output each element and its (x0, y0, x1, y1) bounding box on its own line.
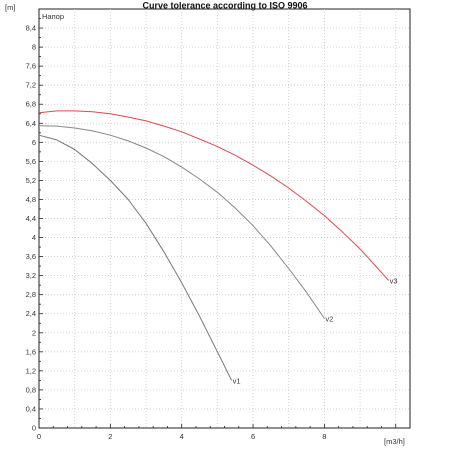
y-axis-label: Напор (42, 12, 64, 21)
y-tick-label: 0 (32, 424, 36, 433)
y-tick-label: 5,6 (26, 157, 36, 166)
y-tick-label: 0,4 (26, 404, 36, 413)
series-line-v2 (38, 125, 325, 319)
x-tick-label: 6 (251, 432, 255, 441)
x-tick-label: 4 (180, 432, 184, 441)
y-tick-label: 7,6 (26, 62, 36, 71)
y-tick-labels: 0 0,4 0,8 1,2 1,6 2 2,4 2,8 3,2 3,6 4 4,4 4,8 5,2 5,6 6… (26, 24, 36, 433)
y-tick-label: 3,6 (26, 252, 36, 261)
y-tick-label: 4,4 (26, 214, 36, 223)
y-tick-label: 6,8 (26, 100, 36, 109)
y-tick-label: 5,2 (26, 176, 36, 185)
series-lines (38, 110, 389, 381)
y-tick-label: 4 (32, 233, 36, 242)
y-tick-label: 2,4 (26, 309, 36, 318)
x-tick-label: 0 (37, 432, 41, 441)
y-tick-label: 6,4 (26, 119, 36, 128)
series-line-v1 (38, 134, 233, 381)
y-axis-unit: [m] (5, 3, 15, 12)
series-labels: v1 v2 v3 (233, 276, 398, 385)
y-tick-label: 6 (32, 138, 36, 147)
y-tick-label: 4,8 (26, 195, 36, 204)
x-tick-label: 8 (322, 432, 326, 441)
series-line-v3 (38, 110, 389, 281)
series-label-v1: v1 (233, 376, 241, 385)
series-label-v3: v3 (390, 276, 398, 285)
y-tick-label: 2,8 (26, 290, 36, 299)
x-tick-label: 2 (108, 432, 112, 441)
grid-lines (39, 9, 410, 428)
x-axis-unit: [m3/h] (384, 437, 405, 446)
y-tick-label: 1,6 (26, 347, 36, 356)
x-tick-labels: 0 2 4 6 8 (37, 432, 327, 441)
chart-title: Curve tolerance according to ISO 9906 (142, 0, 307, 10)
y-tick-label: 3,2 (26, 271, 36, 280)
axis-ticks (38, 8, 411, 429)
y-tick-label: 7,2 (26, 81, 36, 90)
series-label-v2: v2 (325, 314, 333, 323)
y-tick-label: 2 (32, 328, 36, 337)
y-tick-label: 8 (32, 43, 36, 52)
y-tick-label: 1,2 (26, 366, 36, 375)
y-tick-label: 8,4 (26, 24, 36, 33)
y-tick-label: 0,8 (26, 385, 36, 394)
